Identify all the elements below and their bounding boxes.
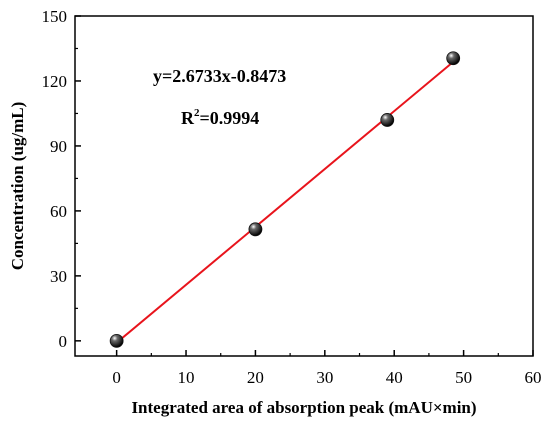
data-point-1: [248, 222, 263, 237]
data-points: [109, 51, 461, 348]
r-squared-label: R2=0.9994: [181, 107, 259, 128]
r-squared-sup: 2: [194, 107, 200, 119]
x-tick-label-4: 40: [386, 368, 403, 387]
data-point-0: [109, 333, 124, 348]
x-axis-title: Integrated area of absorption peak (mAU×…: [131, 398, 476, 417]
equation-label: y=2.6733x-0.8473: [153, 66, 286, 86]
x-tick-label-0: 0: [112, 368, 121, 387]
x-axis-ticks: 0 10 20 30 40 50 60: [112, 350, 542, 387]
y-axis-ticks: 0 30 60 90 120 150: [42, 7, 81, 351]
y-tick-label-5: 150: [42, 7, 68, 26]
y-axis-title: Concentration (ug/mL): [8, 102, 27, 271]
x-tick-label-2: 20: [247, 368, 264, 387]
y-tick-label-3: 90: [50, 137, 67, 156]
x-tick-label-3: 30: [316, 368, 333, 387]
fit-line: [115, 58, 458, 344]
x-tick-label-1: 10: [178, 368, 195, 387]
data-point-3: [446, 51, 461, 66]
y-tick-label-2: 60: [50, 202, 67, 221]
r-squared-prefix: R: [181, 108, 195, 128]
data-point-2: [380, 113, 395, 127]
y-tick-label-0: 0: [59, 332, 68, 351]
x-tick-label-6: 60: [525, 368, 542, 387]
r-squared-value: =0.9994: [200, 108, 260, 128]
x-tick-label-5: 50: [455, 368, 472, 387]
y-tick-label-1: 30: [50, 267, 67, 286]
plot-frame: [74, 15, 534, 357]
y-tick-label-4: 120: [42, 72, 68, 91]
